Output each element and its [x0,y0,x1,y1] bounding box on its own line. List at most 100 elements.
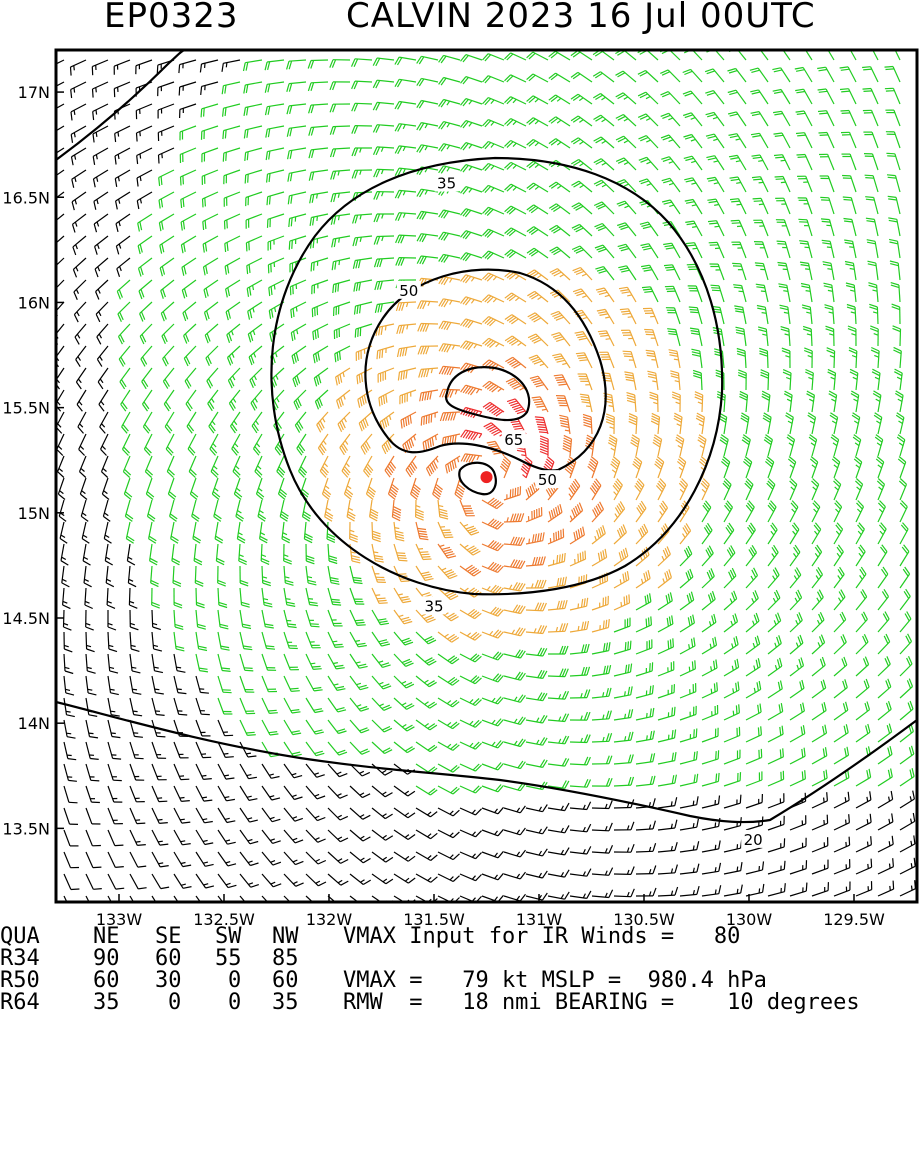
wind-barb [262,874,281,887]
wind-barb [398,346,417,357]
y-tick-label: 14N [18,714,50,733]
wind-barb [504,717,525,725]
wind-barb [439,366,460,375]
wind-barb [526,693,547,701]
wind-barb [572,203,592,214]
wind-barb [328,742,347,755]
wind-barb [136,104,152,119]
wind-barb [614,686,632,698]
wind-barb [755,263,768,280]
wind-barb [614,501,625,522]
wind-barb [418,346,438,354]
wind-barb [885,110,900,126]
wind-barb [878,769,892,787]
wind-barb [781,327,790,346]
wind-barb [482,807,504,814]
wind-barb [461,275,483,283]
wind-barb [373,125,394,133]
wind-barb [240,698,255,714]
wind-barb [482,674,504,682]
wind-barb [128,566,136,587]
wind-barb [267,192,284,205]
wind-barb [660,70,680,82]
wind-barb [146,478,154,500]
wind-barb [616,115,636,127]
wind-barb [350,610,366,625]
wind-barb [570,735,590,743]
wind-barb [224,170,240,184]
wind-barb [527,183,548,192]
wind-barb [460,698,482,706]
wind-barb [526,827,547,834]
wind-barb [595,245,614,258]
wind-barb [795,68,812,83]
col-sw: SW [215,926,242,948]
wind-barb [115,170,130,187]
wind-barb [527,227,548,236]
wind-barb [394,610,412,624]
wind-barb [86,632,95,652]
wind-barb [416,522,428,540]
wind-barb [618,244,636,258]
wind-barb [313,346,328,363]
y-tick-label: 15.5N [2,399,50,418]
wind-barb [240,632,252,650]
wind-barb [284,764,302,778]
wind-barb [460,500,475,516]
wind-barb [639,179,658,192]
wind-barb [231,412,241,433]
wind-barb [379,390,394,406]
wind-barb [790,838,806,852]
wind-barb [417,256,438,264]
wind-barb [94,170,109,187]
wind-barb [130,786,145,802]
wind-barb [871,348,879,369]
wind-barb [94,192,108,210]
wind-barb [636,593,651,610]
wind-barb [571,51,592,60]
wind-barb [526,715,547,723]
wind-barb [152,786,167,802]
wind-barb [616,71,637,82]
wind-barb [658,592,672,610]
wind-barb [592,868,613,876]
wind-barb [790,703,804,720]
wind-barb [844,240,856,258]
wind-barb [724,614,738,633]
wind-barb [64,786,78,803]
wind-barb [548,825,569,832]
wind-barb [724,501,733,522]
wind-barb [900,701,913,720]
wind-barb [695,392,703,412]
wind-barb [181,170,197,186]
wind-barb [812,612,824,632]
wind-barb [768,703,783,720]
row-label: R50 [0,970,40,992]
wind-barb [294,390,306,410]
wind-barb [291,302,306,318]
wind-barb [741,413,749,434]
wind-barb [658,661,674,676]
wind-barb [328,874,348,885]
contour-label: 20 [744,831,763,849]
wind-barb [240,786,257,800]
wind-barb [284,566,294,585]
wind-barb [800,262,812,280]
wind-barb [335,346,350,362]
wind-barb [702,523,712,544]
wind-barb [417,56,438,64]
wind-barb [614,641,631,654]
wind-barb [108,720,120,738]
wind-barb [797,155,813,171]
wind-barb [394,896,415,905]
wind-barb [420,390,438,401]
wind-barb [894,369,902,390]
wind-barb [108,742,121,759]
wind-barb [323,478,331,500]
wind-barb [505,206,526,214]
wind-barb [61,544,68,565]
wind-barb [702,773,719,786]
wind-barb [849,348,857,368]
wind-barb [790,590,802,610]
wind-barb [291,324,306,341]
